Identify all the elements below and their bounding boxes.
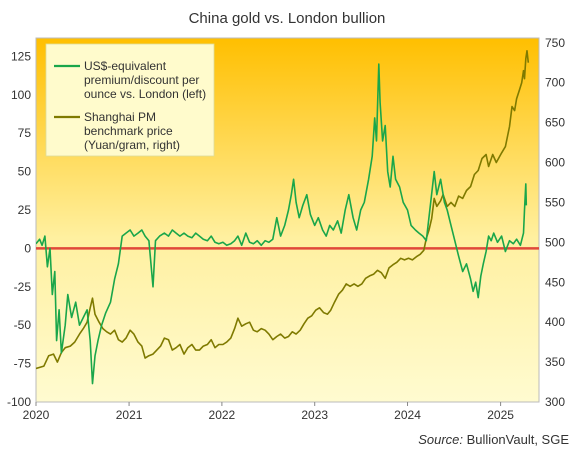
- legend: US$-equivalent premium/discount per ounc…: [45, 43, 215, 157]
- right-tick-label: 400: [545, 315, 565, 329]
- right-tick-label: 500: [545, 235, 565, 249]
- legend-label-premium-line-2: premium/discount per: [84, 73, 199, 87]
- x-tick-label: 2022: [209, 408, 236, 422]
- legend-label-premium-line-3: ounce vs. London (left): [84, 87, 206, 101]
- source-note-label: Source:: [418, 432, 463, 447]
- right-tick-label: 550: [545, 195, 565, 209]
- right-tick-label: 600: [545, 156, 565, 170]
- left-axis-ticks: 125 100 75 50 25 0 -25 -50 -75 -100: [7, 49, 31, 409]
- chart-title: China gold vs. London bullion: [189, 10, 386, 27]
- right-axis-ticks: 750 700 650 600 550 500 450 400 350 300: [545, 36, 565, 409]
- x-tick-label: 2020: [23, 408, 50, 422]
- left-tick-label: -50: [14, 318, 32, 332]
- legend-label-shanghai-line-3: (Yuan/gram, right): [84, 138, 180, 152]
- x-tick-label: 2025: [487, 408, 514, 422]
- right-tick-label: 650: [545, 116, 565, 130]
- left-tick-label: 125: [11, 49, 31, 63]
- x-tick-label: 2024: [394, 408, 421, 422]
- legend-label-shanghai-line-1: Shanghai PM: [84, 110, 156, 124]
- left-tick-label: 0: [24, 241, 31, 255]
- x-axis-ticks: 2020 2021 2022 2023 2024 2025: [23, 402, 514, 422]
- right-tick-label: 300: [545, 395, 565, 409]
- x-tick-label: 2023: [301, 408, 328, 422]
- legend-label-shanghai-line-2: benchmark price: [84, 124, 173, 138]
- series-line-shanghai-price: [36, 50, 530, 370]
- legend-box: [45, 43, 215, 157]
- right-tick-label: 350: [545, 355, 565, 369]
- right-tick-label: 750: [545, 36, 565, 50]
- left-tick-label: -25: [14, 280, 32, 294]
- right-tick-label: 450: [545, 275, 565, 289]
- series-line-premium-discount: [36, 63, 528, 385]
- left-tick-label: 25: [18, 203, 32, 217]
- left-tick-label: -75: [14, 357, 32, 371]
- legend-label-shanghai: Shanghai PM benchmark price (Yuan/gram, …: [84, 110, 180, 152]
- left-tick-label: 50: [18, 165, 32, 179]
- left-tick-label: -100: [7, 395, 31, 409]
- x-tick-label: 2021: [116, 408, 143, 422]
- left-tick-label: 75: [18, 126, 32, 140]
- legend-label-premium-line-1: US$-equivalent: [84, 59, 167, 73]
- source-note: Source: BullionVault, SGE: [418, 432, 569, 447]
- legend-label-premium: US$-equivalent premium/discount per ounc…: [84, 59, 206, 101]
- right-tick-label: 700: [545, 76, 565, 90]
- left-tick-label: 100: [11, 88, 31, 102]
- source-note-text: BullionVault, SGE: [467, 432, 570, 447]
